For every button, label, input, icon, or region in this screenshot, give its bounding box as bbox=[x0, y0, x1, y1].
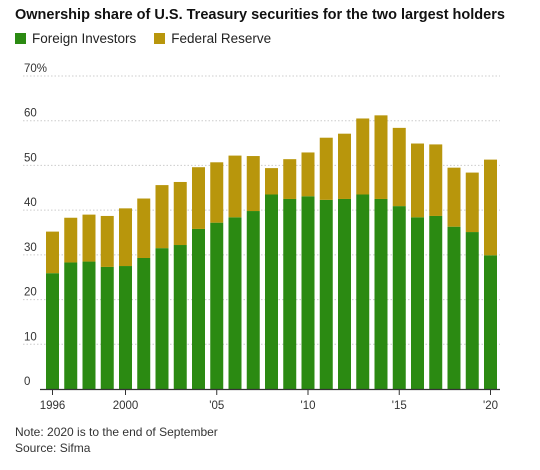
y-tick-label: 20 bbox=[24, 287, 37, 299]
bar-fed bbox=[155, 185, 169, 249]
x-tick-label: 2000 bbox=[113, 400, 139, 412]
bar-foreign bbox=[228, 217, 242, 389]
bar-foreign bbox=[246, 211, 260, 389]
bar-fed bbox=[82, 214, 96, 262]
bar-foreign bbox=[374, 198, 388, 389]
bar-foreign bbox=[192, 228, 205, 389]
bar-foreign bbox=[338, 198, 351, 389]
bar-foreign bbox=[155, 248, 169, 389]
bar-fed bbox=[246, 156, 260, 212]
legend-item-foreign: Foreign Investors bbox=[15, 31, 136, 46]
bar-foreign bbox=[119, 266, 132, 389]
bar-foreign bbox=[447, 226, 461, 389]
y-tick-label: 70% bbox=[24, 63, 47, 75]
bar-foreign bbox=[265, 194, 278, 389]
bar-fed bbox=[283, 159, 297, 199]
y-tick-label: 30 bbox=[24, 242, 37, 254]
bar-foreign bbox=[46, 273, 59, 389]
bar-fed bbox=[265, 168, 278, 195]
y-tick-label: 0 bbox=[24, 376, 30, 388]
bar-fed bbox=[228, 155, 242, 218]
bar-fed bbox=[465, 172, 479, 233]
bar-fed bbox=[338, 133, 351, 199]
bar-fed bbox=[64, 217, 78, 263]
x-tick-label: '15 bbox=[392, 400, 407, 412]
bar-fed bbox=[319, 137, 333, 200]
bar-fed bbox=[119, 208, 132, 267]
bar-fed bbox=[210, 162, 224, 223]
bar-fed bbox=[429, 144, 443, 216]
legend-item-fed: Federal Reserve bbox=[154, 31, 271, 46]
y-tick-label: 40 bbox=[24, 197, 37, 209]
y-tick-label: 10 bbox=[24, 331, 37, 343]
chart-source: Source: Sifma bbox=[15, 441, 91, 455]
legend: Foreign Investors Federal Reserve bbox=[15, 31, 289, 46]
footnotes: Note: 2020 is to the end of September So… bbox=[15, 424, 218, 456]
bar-foreign bbox=[392, 206, 406, 389]
bar-foreign bbox=[283, 198, 297, 389]
chart-title: Ownership share of U.S. Treasury securit… bbox=[15, 7, 505, 23]
bar-foreign bbox=[100, 266, 114, 389]
bar-foreign bbox=[465, 232, 479, 389]
bar-foreign bbox=[82, 261, 96, 389]
bar-fed bbox=[301, 152, 315, 197]
bar-fed bbox=[137, 198, 151, 258]
bar-fed bbox=[192, 167, 205, 229]
chart-note: Note: 2020 is to the end of September bbox=[15, 425, 218, 439]
bar-fed bbox=[356, 118, 370, 195]
y-tick-label: 50 bbox=[24, 152, 37, 164]
bar-fed bbox=[392, 127, 406, 207]
bar-foreign bbox=[319, 199, 333, 389]
bar-fed bbox=[447, 167, 461, 227]
bar-fed bbox=[484, 159, 497, 256]
legend-swatch-foreign bbox=[15, 33, 26, 44]
bar-fed bbox=[46, 231, 59, 274]
x-tick-label: 1996 bbox=[40, 400, 66, 412]
bar-foreign bbox=[301, 196, 315, 389]
x-tick-label: '20 bbox=[483, 400, 498, 412]
bar-fed bbox=[374, 115, 388, 199]
bar-foreign bbox=[429, 215, 443, 389]
bar-foreign bbox=[356, 194, 370, 389]
bar-foreign bbox=[210, 222, 224, 389]
bar-fed bbox=[411, 143, 424, 218]
legend-label-foreign: Foreign Investors bbox=[32, 31, 137, 46]
bar-foreign bbox=[64, 262, 78, 389]
bar-fed bbox=[100, 215, 114, 267]
legend-label-fed: Federal Reserve bbox=[171, 31, 272, 46]
bar-foreign bbox=[173, 245, 187, 389]
y-tick-label: 60 bbox=[24, 108, 37, 120]
chart-plot: 0 10 20 30 40 50 60 70% 1996 2000 '05 '10 '15 '20 bbox=[23, 63, 500, 412]
bar-foreign bbox=[411, 217, 424, 389]
x-tick-label: '05 bbox=[209, 400, 224, 412]
x-tick-label: '10 bbox=[301, 400, 316, 412]
bar-foreign bbox=[137, 257, 151, 389]
legend-swatch-fed bbox=[154, 33, 166, 44]
bar-foreign bbox=[484, 255, 497, 389]
bar-fed bbox=[173, 181, 187, 246]
